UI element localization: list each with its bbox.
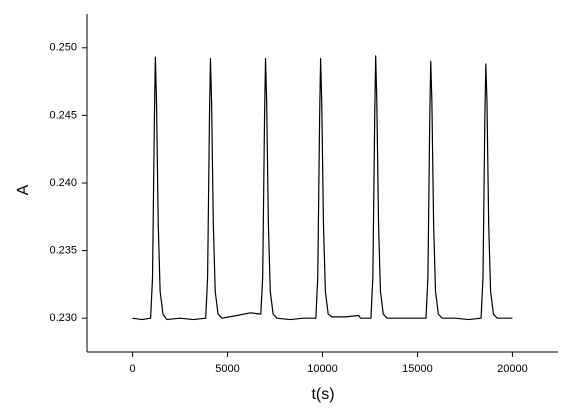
y-axis-title: A — [15, 184, 32, 195]
x-tick-label: 15000 — [402, 363, 433, 375]
x-axis-title: t(s) — [311, 386, 334, 403]
x-tick-label: 10000 — [307, 363, 338, 375]
y-tick-label: 0.245 — [49, 109, 77, 121]
x-tick-label: 5000 — [215, 363, 239, 375]
x-tick-label: 20000 — [497, 363, 528, 375]
y-tick-label: 0.240 — [49, 177, 77, 189]
y-tick-label: 0.250 — [49, 42, 77, 54]
y-tick-label: 0.235 — [49, 245, 77, 257]
data-line — [132, 55, 513, 321]
y-tick-label: 0.230 — [49, 312, 77, 324]
x-tick-label: 0 — [130, 363, 136, 375]
